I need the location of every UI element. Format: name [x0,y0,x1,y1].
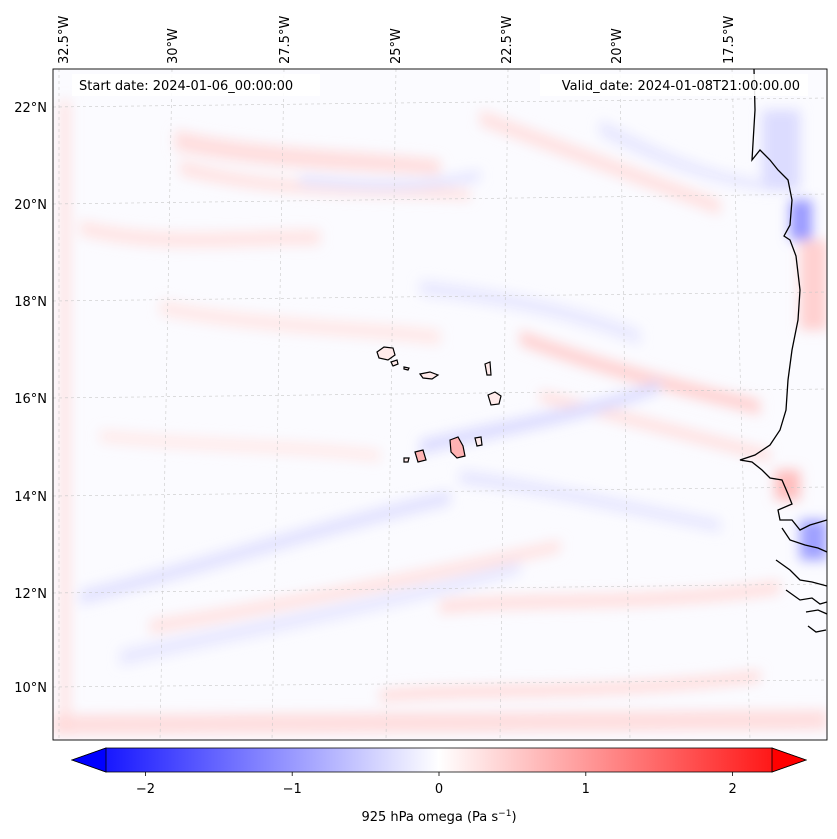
map-frame [52,68,828,741]
map-plot-area [53,69,827,740]
lat-label-16n: 16°N [14,392,47,407]
lon-label-22-5w: 22.5°W [500,16,515,64]
lon-label-32-5w: 32.5°W [57,16,72,64]
colorbar-tick-label: 2 [728,782,736,797]
colorbar-label: 925 hPa omega (Pa s−1) [361,809,516,825]
cape-verde-islands [376,346,502,463]
lon-label-25w: 25°W [389,28,404,64]
colorbar-low-extend [70,747,107,773]
colorbar-body [70,747,808,773]
lat-label-18n: 18°N [14,295,47,310]
valid-date-box: Valid_date: 2024-01-08T21:00:00.00 [540,74,808,96]
colorbar-tick-label: 1 [582,782,590,797]
african-coastline [739,69,827,633]
lat-label-22n: 22°N [14,101,47,116]
gridlines [53,69,827,740]
valid-date-text: Valid_date: 2024-01-08T21:00:00.00 [562,79,800,94]
lat-label-20n: 20°N [14,198,47,213]
start-date-text: Start date: 2024-01-06_00:00:00 [79,79,293,94]
lon-label-17-5w: 17.5°W [722,16,737,64]
colorbar-tick-label: −1 [283,782,302,797]
lon-label-30w: 30°W [166,28,181,64]
start-date-box: Start date: 2024-01-06_00:00:00 [72,74,320,96]
colorbar: −2 −1 0 1 2 925 hPa omega (Pa s−1) [70,747,808,825]
lon-label-20w: 20°W [610,28,625,64]
lon-label-27-5w: 27.5°W [278,16,293,64]
colorbar-ticks: −2 −1 0 1 2 [136,772,737,797]
lat-label-10n: 10°N [14,681,47,696]
lat-label-14n: 14°N [14,490,47,505]
latitude-labels: 22°N 20°N 18°N 16°N 14°N 12°N 10°N [14,101,47,696]
colorbar-high-extend [771,747,808,773]
longitude-labels: 32.5°W 30°W 27.5°W 25°W 22.5°W 20°W 17.5… [57,16,737,64]
lat-label-12n: 12°N [14,587,47,602]
colorbar-tick-label: −2 [136,782,155,797]
colorbar-tick-label: 0 [435,782,443,797]
omega-field [53,100,827,735]
